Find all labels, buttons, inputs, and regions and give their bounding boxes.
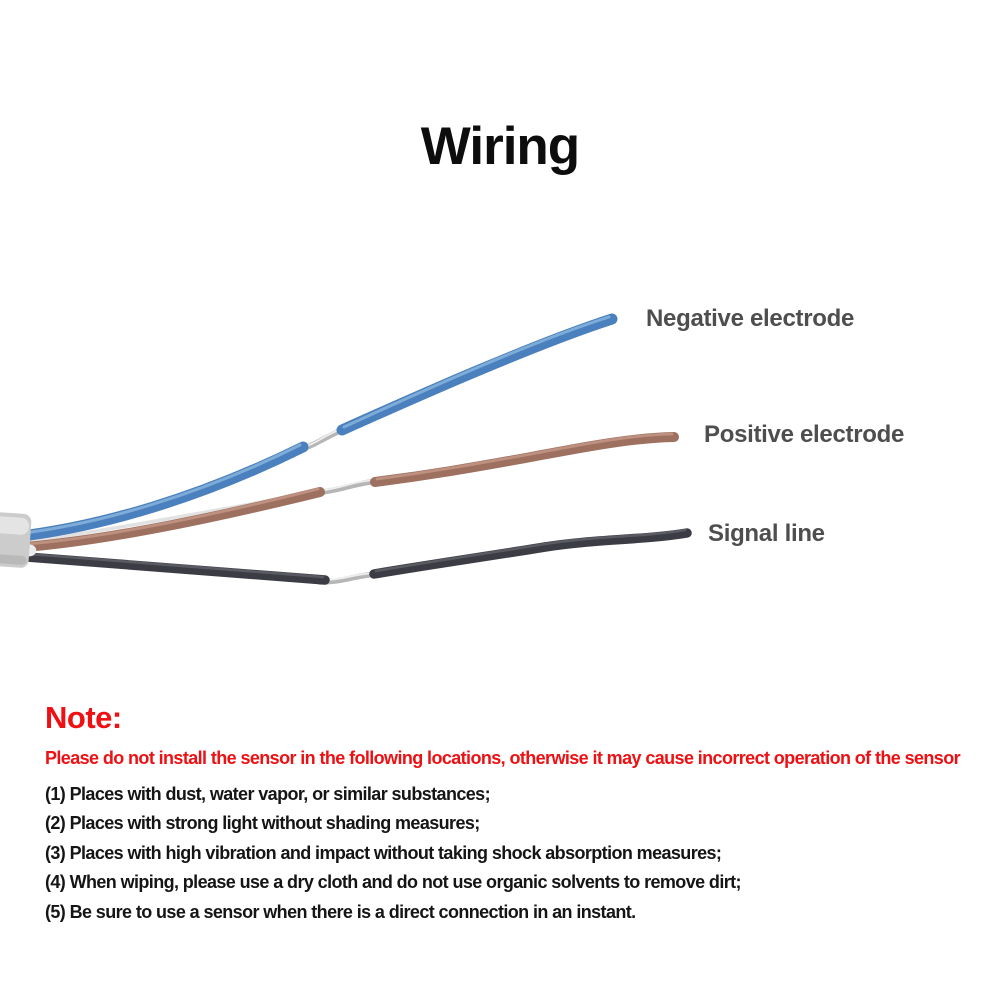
note-item-2: (2) Places with strong light without sha… <box>45 813 480 834</box>
signal-wire-path-right <box>369 528 692 579</box>
positive-electrode-label: Positive electrode <box>704 421 905 448</box>
positive-wire-sheen-upper <box>375 432 674 481</box>
negative-wire <box>8 313 618 543</box>
sheath-shadow <box>0 553 27 565</box>
signal-line-label: Signal line <box>708 520 825 547</box>
positive-wire-path-lower <box>9 487 325 553</box>
positive-wire <box>9 432 679 553</box>
positive-wire-splice <box>313 478 380 496</box>
sheath-highlight <box>0 516 30 535</box>
note-item-list: (1) Places with dust, water vapor, or si… <box>45 780 742 927</box>
signal-wire <box>9 528 692 585</box>
note-warning-text: Please do not install the sensor in the … <box>45 748 961 768</box>
positive-wire-path-upper <box>370 432 679 487</box>
positive-wire-splice-highlight <box>317 479 376 492</box>
negative-wire-sheen-lower <box>14 443 302 536</box>
wiring-illustration <box>0 313 692 585</box>
positive-wire-sheen-lower <box>14 487 320 547</box>
negative-wire-path-upper <box>336 313 618 436</box>
signal-wire-path-left <box>9 551 330 585</box>
note-heading: Note: <box>45 700 122 735</box>
cable-sheath <box>0 512 37 568</box>
note-item-3: (3) Places with high vibration and impac… <box>45 842 722 863</box>
page-title: Wiring <box>420 117 580 176</box>
signal-wire-sheen-left <box>14 551 325 579</box>
negative-electrode-label: Negative electrode <box>646 305 855 332</box>
negative-wire-path-lower <box>8 441 309 543</box>
note-item-4: (4) When wiping, please use a dry cloth … <box>45 872 742 893</box>
note-item-5: (5) Be sure to use a sensor when there i… <box>45 901 636 922</box>
signal-wire-sheen-right <box>374 528 687 573</box>
negative-wire-sheen-upper <box>342 315 611 429</box>
note-item-1: (1) Places with dust, water vapor, or si… <box>45 784 491 804</box>
